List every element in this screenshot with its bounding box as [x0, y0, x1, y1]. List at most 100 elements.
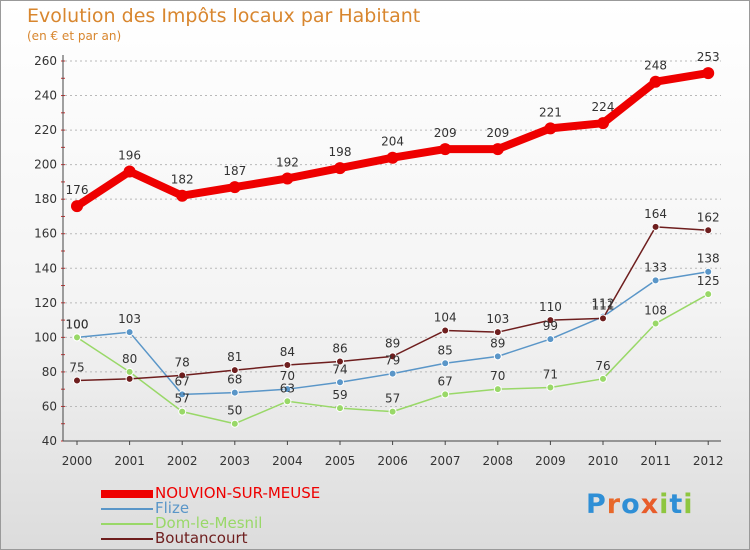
data-label: 125	[697, 274, 720, 288]
legend-label: Flize	[155, 499, 190, 517]
data-label: 78	[175, 355, 190, 369]
logo-letter: i	[659, 489, 670, 520]
data-label: 71	[543, 367, 558, 381]
data-point	[334, 162, 346, 175]
data-point	[73, 376, 81, 385]
data-label: 224	[592, 100, 615, 114]
data-label: 138	[697, 252, 720, 266]
data-point	[651, 276, 660, 285]
y-tick-label: 140	[34, 261, 57, 275]
data-label: 76	[595, 359, 610, 373]
data-point	[651, 222, 660, 231]
legend-label: NOUVION-SUR-MEUSE	[155, 484, 321, 502]
data-label: 108	[644, 304, 667, 318]
data-label: 100	[66, 317, 89, 331]
data-point	[441, 326, 450, 335]
y-tick-label: 80	[42, 365, 57, 379]
data-label: 86	[332, 342, 347, 356]
data-point	[493, 328, 502, 337]
data-label: 84	[280, 345, 295, 359]
data-label: 103	[486, 312, 509, 326]
data-label: 57	[175, 392, 190, 406]
data-label: 67	[175, 374, 190, 388]
x-tick-label: 2006	[377, 454, 408, 468]
logo-letter: r	[606, 489, 622, 520]
data-label: 164	[644, 207, 667, 221]
y-tick-label: 60	[42, 399, 57, 413]
data-label: 187	[223, 164, 246, 178]
data-point	[125, 367, 134, 376]
logo-letter: i	[683, 489, 694, 520]
data-label: 68	[227, 373, 242, 387]
data-label: 74	[332, 362, 347, 376]
data-point	[599, 374, 607, 383]
y-tick-label: 240	[34, 89, 57, 103]
data-label: 80	[122, 352, 137, 366]
data-point	[281, 172, 294, 185]
data-label: 85	[438, 343, 453, 357]
x-tick-label: 2002	[167, 454, 198, 468]
data-point	[283, 397, 292, 406]
data-label: 196	[118, 149, 141, 163]
x-tick-label: 2004	[272, 454, 303, 468]
data-point	[178, 390, 187, 399]
data-point	[546, 383, 555, 392]
legend-swatch	[101, 522, 153, 525]
data-label: 70	[490, 369, 505, 383]
y-tick-label: 260	[34, 54, 57, 68]
data-point	[388, 407, 397, 416]
y-tick-label: 40	[42, 434, 57, 448]
data-label: 209	[486, 126, 509, 140]
x-tick-label: 2003	[220, 454, 251, 468]
data-label: 133	[644, 260, 667, 274]
data-point	[123, 165, 136, 178]
data-point	[178, 407, 187, 416]
chart-subtitle: (en € et par an)	[27, 29, 122, 43]
x-tick-label: 2001	[114, 454, 145, 468]
data-point	[71, 200, 83, 213]
data-point	[386, 151, 399, 164]
data-point	[230, 388, 239, 397]
data-label: 59	[332, 388, 347, 402]
data-label: 176	[66, 183, 89, 197]
data-point	[493, 385, 502, 394]
data-label: 111	[592, 298, 615, 312]
data-point	[178, 371, 187, 380]
data-label: 99	[543, 319, 558, 333]
data-label: 221	[539, 105, 562, 119]
data-point	[704, 226, 713, 235]
x-tick-label: 2011	[640, 454, 671, 468]
data-label: 112	[592, 297, 615, 311]
data-label: 253	[697, 50, 720, 64]
data-label: 104	[434, 310, 457, 324]
data-point	[230, 419, 239, 428]
data-label: 57	[385, 392, 400, 406]
data-label: 67	[438, 374, 453, 388]
data-point	[704, 267, 713, 276]
data-label: 110	[539, 300, 562, 314]
data-point	[651, 319, 660, 328]
data-point	[283, 385, 292, 394]
data-point	[336, 404, 344, 413]
data-label: 198	[329, 145, 352, 159]
data-label: 100	[66, 317, 89, 331]
data-point	[125, 374, 134, 383]
data-point	[441, 359, 450, 368]
legend-label: Dom-le-Mesnil	[155, 514, 263, 532]
data-label: 63	[280, 381, 295, 395]
x-tick-label: 2009	[535, 454, 566, 468]
data-point	[176, 189, 189, 202]
data-point	[283, 361, 292, 369]
data-label: 89	[385, 336, 400, 350]
data-point	[597, 117, 609, 130]
y-tick-label: 180	[34, 192, 57, 206]
legend-swatch	[101, 537, 153, 540]
data-point	[544, 122, 557, 135]
chart-title: Evolution des Impôts locaux par Habitant	[27, 5, 421, 27]
data-label: 81	[227, 350, 242, 364]
data-point	[702, 67, 715, 80]
data-point	[546, 316, 555, 325]
data-label: 182	[171, 173, 194, 187]
data-label: 204	[381, 135, 404, 149]
